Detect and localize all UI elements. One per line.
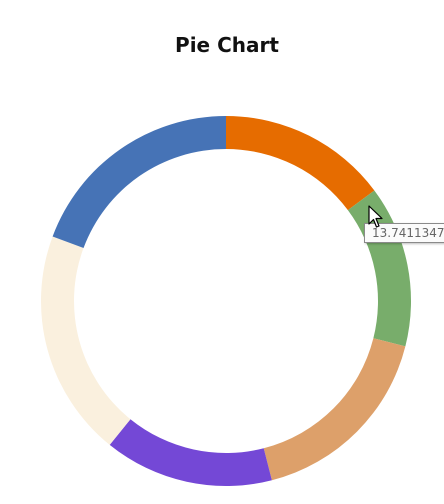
mouse-pointer-icon [368,205,383,228]
pie-slice-1[interactable] [226,116,375,211]
chart-title: Pie Chart [175,33,279,57]
pie-slice-6[interactable] [52,116,227,249]
pie-slice-4[interactable] [109,419,272,486]
pie-slice-5[interactable] [40,236,131,445]
pie-slice-3[interactable] [263,338,406,481]
value-tooltip: 13.7411347 [364,223,444,243]
